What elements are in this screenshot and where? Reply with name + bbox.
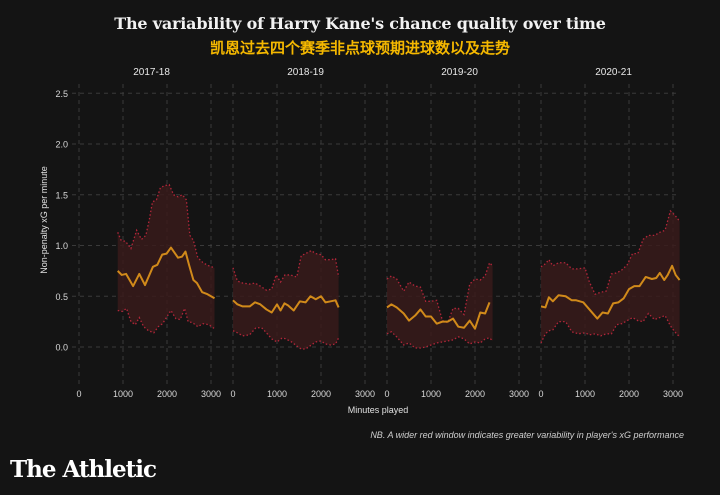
mean-xg-line bbox=[540, 264, 681, 320]
mean-xg-line bbox=[117, 246, 216, 300]
axis-layer: 0.0 0.5 1.0 1.5 2.0 2.5 0 1000 2000 3000 2017-18 0 1… bbox=[55, 67, 683, 399]
x-tick-label: 2000 bbox=[157, 389, 177, 399]
x-tick-label: 1000 bbox=[267, 389, 287, 399]
y-tick-label: 0.5 bbox=[55, 292, 68, 302]
panel-season-label: 2019-20 bbox=[441, 67, 478, 78]
lower-bound-line bbox=[232, 327, 340, 350]
variability-band bbox=[387, 262, 493, 349]
x-tick-label: 1000 bbox=[421, 389, 441, 399]
x-tick-label: 3000 bbox=[355, 389, 375, 399]
x-tick-label: 0 bbox=[538, 389, 543, 399]
panel-season-label: 2017-18 bbox=[133, 67, 170, 78]
bands-layer bbox=[117, 183, 681, 350]
x-tick-label: 2000 bbox=[311, 389, 331, 399]
x-tick-label: 2000 bbox=[465, 389, 485, 399]
grid-layer bbox=[72, 84, 676, 385]
x-tick-label: 0 bbox=[384, 389, 389, 399]
upper-bound-line bbox=[540, 209, 681, 296]
y-tick-label: 2.0 bbox=[55, 140, 68, 150]
upper-bound-line bbox=[117, 183, 215, 269]
x-tick-label: 0 bbox=[76, 389, 81, 399]
lower-bound-line bbox=[540, 312, 681, 344]
x-tick-label: 1000 bbox=[575, 389, 595, 399]
mean-xg-line bbox=[232, 295, 340, 314]
y-tick-label: 1.0 bbox=[55, 241, 68, 251]
variability-band bbox=[117, 184, 215, 333]
panel-season-label: 2020-21 bbox=[595, 67, 632, 78]
upper-bound-line bbox=[232, 249, 340, 291]
y-axis-label: Non-penalty xG per minute bbox=[39, 166, 49, 274]
brand-logo: The Athletic bbox=[10, 456, 157, 483]
x-tick-label: 3000 bbox=[509, 389, 529, 399]
x-tick-label: 0 bbox=[230, 389, 235, 399]
x-axis-label: Minutes played bbox=[348, 405, 409, 415]
lines-layer bbox=[117, 246, 681, 330]
y-tick-label: 1.5 bbox=[55, 190, 68, 200]
x-tick-label: 1000 bbox=[113, 389, 133, 399]
x-tick-label: 2000 bbox=[619, 389, 639, 399]
y-tick-label: 0.0 bbox=[55, 343, 68, 353]
y-tick-label: 2.5 bbox=[55, 89, 68, 99]
lower-bound-line bbox=[117, 306, 215, 334]
lower-bound-line bbox=[386, 330, 494, 349]
chart-title: The variability of Harry Kane's chance q… bbox=[114, 14, 606, 33]
x-tick-label: 3000 bbox=[663, 389, 683, 399]
chart-subtitle: 凯恩过去四个赛季非点球预期进球数以及走势 bbox=[209, 39, 510, 57]
variability-band bbox=[541, 210, 680, 343]
variability-band bbox=[233, 250, 339, 350]
panel-season-label: 2018-19 bbox=[287, 67, 324, 78]
mean-xg-line bbox=[386, 301, 491, 330]
x-tick-label: 3000 bbox=[201, 389, 221, 399]
footnote: NB. A wider red window indicates greater… bbox=[370, 430, 684, 440]
